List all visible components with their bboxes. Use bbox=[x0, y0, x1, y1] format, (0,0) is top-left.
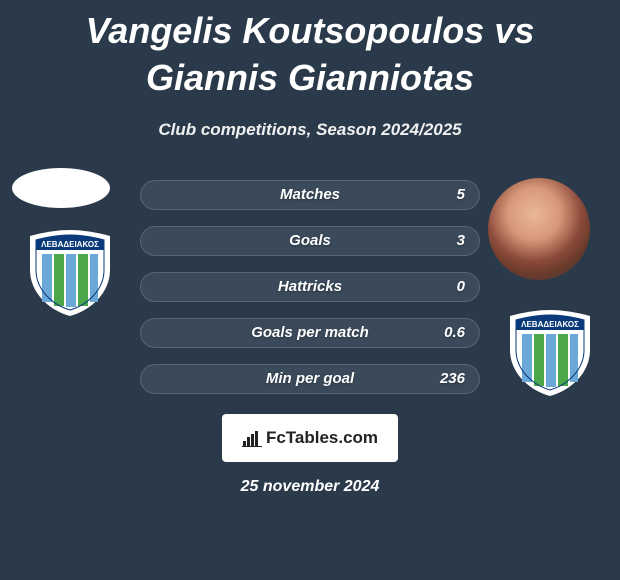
comparison-title: Vangelis Koutsopoulos vs Giannis Giannio… bbox=[0, 8, 620, 102]
stat-row: Hattricks 0 bbox=[140, 272, 480, 302]
bar-chart-icon bbox=[242, 429, 262, 447]
stat-label: Goals per match bbox=[251, 324, 369, 341]
stat-row: Goals 3 bbox=[140, 226, 480, 256]
stat-value: 236 bbox=[440, 370, 465, 387]
stat-label: Matches bbox=[280, 186, 340, 203]
stat-label: Min per goal bbox=[266, 370, 354, 387]
comparison-subtitle: Club competitions, Season 2024/2025 bbox=[0, 120, 620, 140]
comparison-date: 25 november 2024 bbox=[0, 478, 620, 496]
stat-label: Hattricks bbox=[278, 278, 342, 295]
stat-value: 3 bbox=[457, 232, 465, 249]
stat-value: 0 bbox=[457, 278, 465, 295]
stat-value: 0.6 bbox=[444, 324, 465, 341]
brand-badge: FcTables.com bbox=[222, 414, 398, 462]
stat-row: Goals per match 0.6 bbox=[140, 318, 480, 348]
stat-row: Min per goal 236 bbox=[140, 364, 480, 394]
stat-label: Goals bbox=[289, 232, 331, 249]
stat-row: Matches 5 bbox=[140, 180, 480, 210]
stat-value: 5 bbox=[457, 186, 465, 203]
brand-text: FcTables.com bbox=[266, 428, 378, 448]
stats-table: Matches 5 Goals 3 Hattricks 0 Goals per … bbox=[0, 180, 620, 394]
